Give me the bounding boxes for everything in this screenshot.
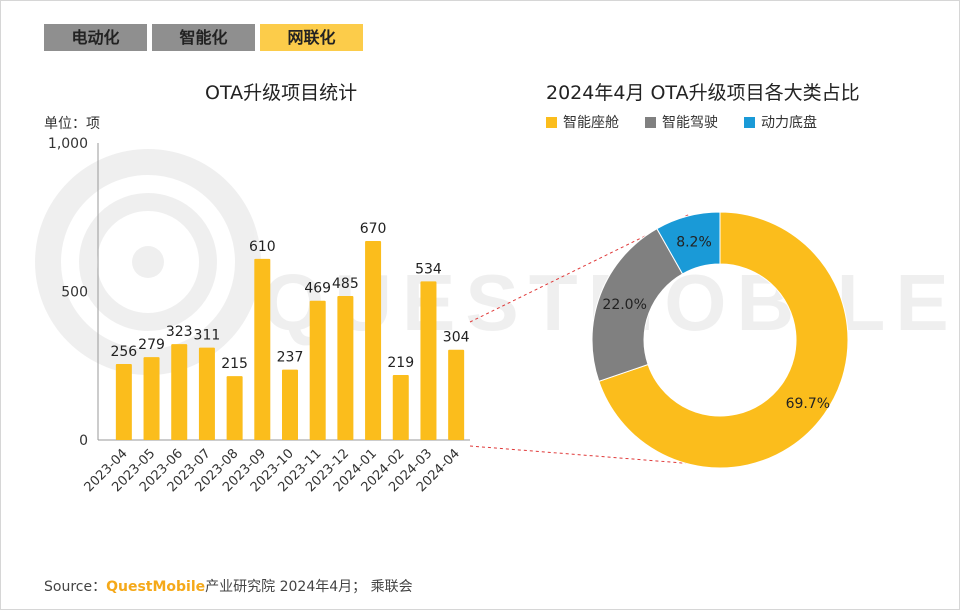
bar-value-label: 485 bbox=[332, 276, 359, 292]
bar-value-label: 237 bbox=[277, 350, 304, 366]
legend-swatch-driving bbox=[645, 116, 656, 128]
watermark-logo-dot bbox=[132, 246, 164, 278]
donut-chart bbox=[591, 211, 849, 469]
source-prefix: Source： bbox=[44, 579, 107, 595]
bar-value-label: 670 bbox=[360, 221, 387, 237]
bar-value-label: 256 bbox=[110, 344, 137, 360]
bar-value-label: 304 bbox=[443, 330, 470, 346]
source-brand: QuestMobile bbox=[106, 579, 206, 595]
bar bbox=[282, 369, 298, 440]
legend-label-chassis: 动力底盘 bbox=[761, 115, 817, 131]
tab-intelligence[interactable]: 智能化 bbox=[152, 24, 255, 51]
y-tick-label: 500 bbox=[61, 285, 88, 301]
source-note: Source：QuestMobile产业研究院 2024年4月； 乘联会 bbox=[44, 576, 413, 596]
pie-chart-title: 2024年4月 OTA升级项目各大类占比 bbox=[546, 82, 860, 104]
legend-item-chassis: 动力底盘 bbox=[744, 112, 817, 132]
donut-slice-label: 69.7% bbox=[786, 396, 830, 412]
bar-value-label: 219 bbox=[387, 355, 414, 371]
source-suffix: 产业研究院 2024年4月； 乘联会 bbox=[205, 579, 413, 595]
bars bbox=[115, 241, 465, 440]
bar-value-label: 469 bbox=[304, 281, 331, 297]
tab-electrification[interactable]: 电动化 bbox=[44, 24, 147, 51]
tab-bar: 电动化 智能化 网联化 bbox=[44, 24, 363, 51]
unit-label: 单位：项 bbox=[44, 116, 100, 132]
bar bbox=[171, 344, 188, 440]
bar bbox=[420, 281, 437, 440]
donut-slice bbox=[656, 211, 721, 275]
y-ticks: 0 500 1,000 bbox=[48, 136, 88, 449]
watermark-logo-inner bbox=[79, 193, 217, 331]
bar-chart-title: OTA升级项目统计 bbox=[205, 82, 358, 104]
donut-slice bbox=[598, 211, 849, 469]
y-tick-label: 0 bbox=[79, 433, 88, 449]
donut-slice-label: 22.0% bbox=[602, 297, 646, 313]
legend-label-cockpit: 智能座舱 bbox=[563, 115, 619, 131]
donut-slice-label: 8.2% bbox=[676, 234, 712, 250]
legend-swatch-chassis bbox=[744, 116, 755, 128]
bar-value-label: 215 bbox=[221, 356, 248, 372]
pie-legend: 智能座舱 智能驾驶 动力底盘 bbox=[546, 112, 843, 132]
legend-item-cockpit: 智能座舱 bbox=[546, 112, 619, 132]
bar-value-label: 534 bbox=[415, 261, 442, 277]
legend-item-driving: 智能驾驶 bbox=[645, 112, 718, 132]
bar bbox=[309, 300, 326, 440]
donut-labels: 69.7% 22.0% 8.2% bbox=[602, 234, 830, 411]
bar-value-label: 323 bbox=[166, 324, 193, 340]
bar bbox=[392, 374, 409, 440]
bar bbox=[337, 295, 354, 440]
bar bbox=[226, 376, 243, 440]
bar bbox=[143, 357, 160, 440]
bar bbox=[448, 349, 465, 440]
x-tick-labels: 2023-042023-052023-062023-072023-082023-… bbox=[82, 446, 463, 495]
bar bbox=[254, 258, 271, 440]
bar-value-label: 311 bbox=[194, 328, 221, 344]
legend-swatch-cockpit bbox=[546, 116, 557, 128]
tab-connectivity[interactable]: 网联化 bbox=[260, 24, 363, 51]
legend-label-driving: 智能驾驶 bbox=[662, 115, 718, 131]
y-tick-label: 1,000 bbox=[48, 136, 88, 152]
bar-value-label: 610 bbox=[249, 239, 276, 255]
bar bbox=[198, 347, 215, 440]
bar bbox=[365, 241, 382, 440]
bar-value-label: 279 bbox=[138, 337, 165, 353]
bar bbox=[115, 363, 132, 440]
